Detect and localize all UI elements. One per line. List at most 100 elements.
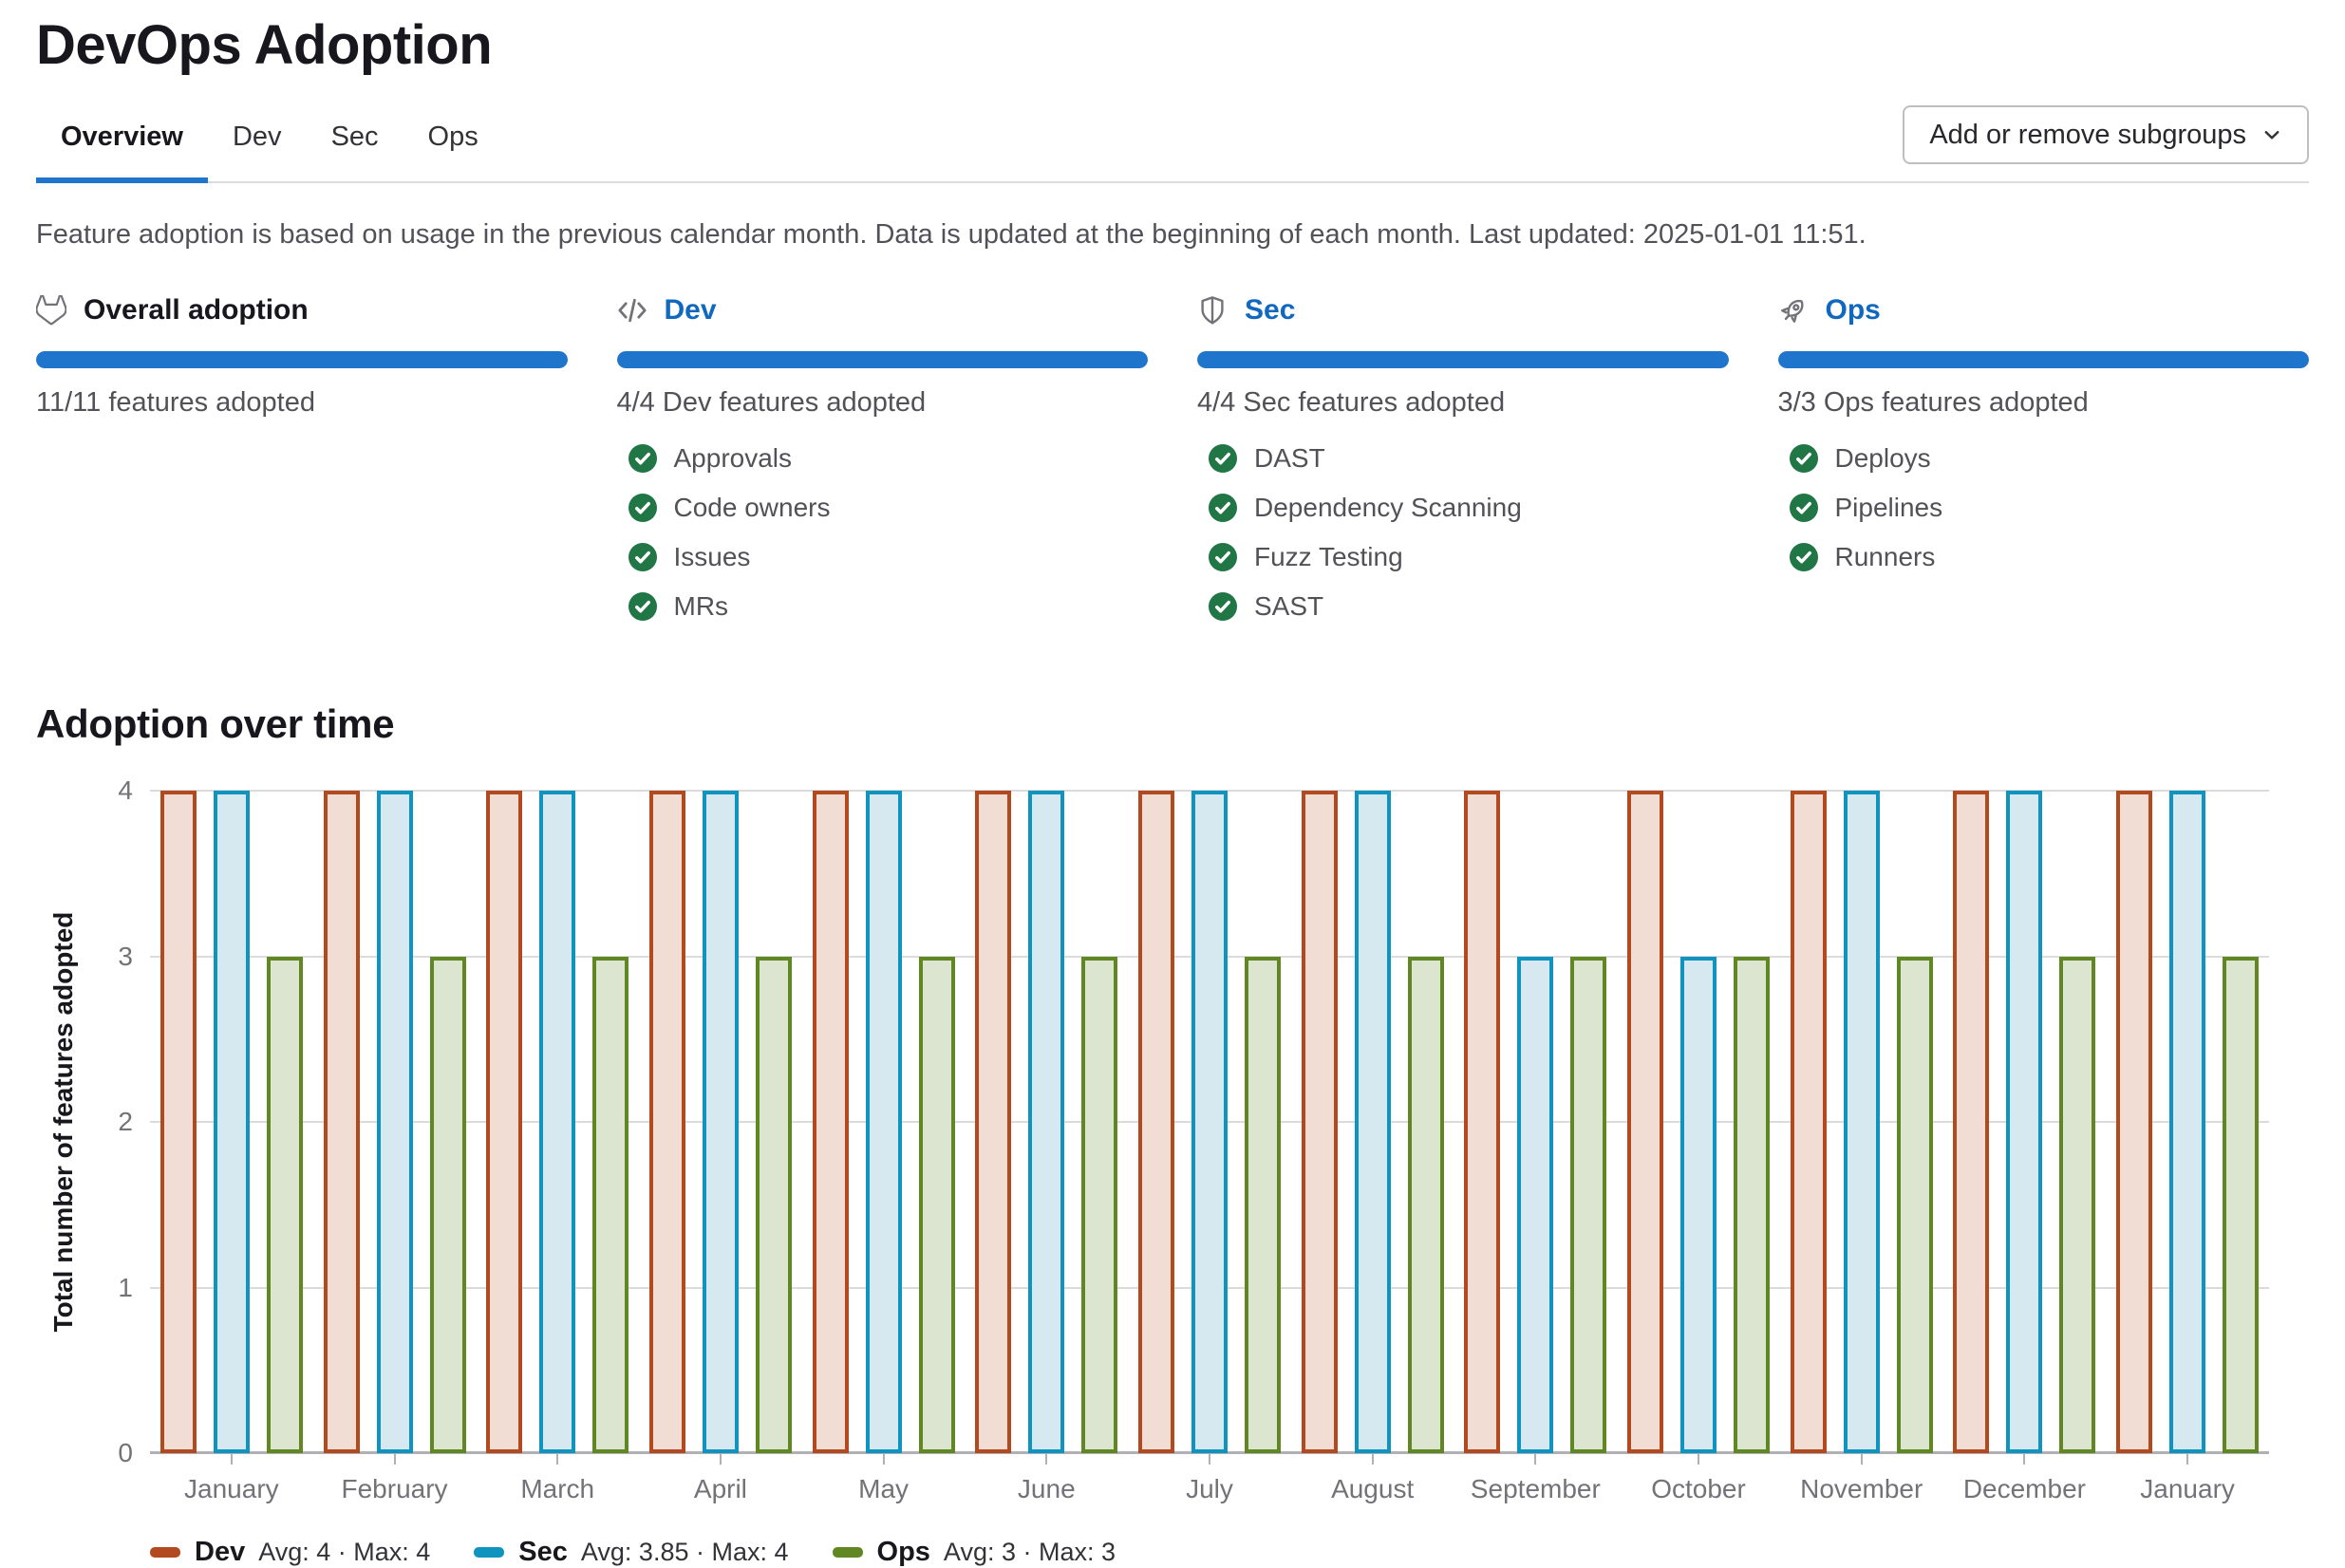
feature-label: Fuzz Testing xyxy=(1254,542,1403,571)
shield-icon xyxy=(1201,296,1224,325)
bar-group-march-2 xyxy=(476,791,639,1453)
feature-item: Issues xyxy=(628,542,1149,572)
check-circle-icon xyxy=(1209,592,1237,621)
x-axis-labels: January February March April May June July Augu… xyxy=(150,1474,2269,1504)
feature-label: Approvals xyxy=(673,443,793,473)
check-circle-icon xyxy=(1789,444,1818,473)
bar-ops-january-0 xyxy=(266,956,303,1453)
legend-series-stats: Avg: 3.85 · Max: 4 xyxy=(580,1538,789,1566)
bar-dev-november-10 xyxy=(1790,791,1827,1453)
feature-item: Runners xyxy=(1789,542,2310,572)
x-axis-label-january-12: January xyxy=(2140,1474,2235,1503)
bar-group-february-1 xyxy=(313,791,477,1453)
feature-label: Pipelines xyxy=(1834,493,1943,522)
check-circle-icon xyxy=(1789,543,1818,571)
bar-dev-may-4 xyxy=(812,791,849,1453)
bar-ops-october-9 xyxy=(1734,956,1771,1453)
dev-title-link[interactable]: Dev xyxy=(664,294,717,326)
x-axis-label-may-4: May xyxy=(858,1474,910,1503)
feature-item: MRs xyxy=(628,591,1149,622)
bar-sec-january-0 xyxy=(213,791,250,1453)
sec-title-link[interactable]: Sec xyxy=(1245,294,1296,326)
tab-overview[interactable]: Overview xyxy=(36,108,208,183)
rocket-icon xyxy=(1780,299,1804,323)
legend-item-sec[interactable]: Sec Avg: 3.85 · Max: 4 xyxy=(474,1537,789,1568)
bar-sec-march-2 xyxy=(539,791,576,1453)
feature-label: MRs xyxy=(673,591,729,621)
bar-ops-september-8 xyxy=(1570,956,1607,1453)
bar-sec-july-6 xyxy=(1191,791,1228,1453)
bar-ops-july-6 xyxy=(1244,956,1281,1453)
feature-item: Pipelines xyxy=(1789,493,2310,523)
y-tick-label: 1 xyxy=(118,1272,133,1302)
dev-summary: 4/4 Dev features adopted xyxy=(616,387,927,418)
x-axis-label-january-0: January xyxy=(184,1474,279,1503)
ops-summary: 3/3 Ops features adopted xyxy=(1777,387,2089,418)
ops-feature-list: Deploys Pipelines Runners xyxy=(1778,443,2310,572)
card-sec: Sec 4/4 Sec features adopted DAST Depend… xyxy=(1197,294,1729,641)
y-tick-label: 0 xyxy=(118,1438,133,1467)
x-axis-label-august-7: August xyxy=(1331,1474,1415,1503)
bar-sec-june-5 xyxy=(1028,791,1065,1453)
x-tick xyxy=(1534,1453,1537,1465)
chart-section-title: Adoption over time xyxy=(36,701,395,746)
bar-sec-september-8 xyxy=(1517,956,1554,1453)
tab-sec[interactable]: Sec xyxy=(330,121,379,152)
legend-series-name: Sec xyxy=(518,1537,568,1567)
adoption-cards: Overall adoption 11/11 features adopted … xyxy=(36,294,2309,641)
bar-group-may-4 xyxy=(802,791,966,1453)
x-tick xyxy=(2186,1453,2189,1465)
feature-item: DAST xyxy=(1209,443,1729,474)
feature-label: DAST xyxy=(1254,443,1325,473)
feature-item: Fuzz Testing xyxy=(1209,542,1729,572)
card-dev: Dev 4/4 Dev features adopted Approvals C… xyxy=(616,294,1149,641)
legend-series-name: Ops xyxy=(876,1537,930,1567)
check-circle-icon xyxy=(628,444,657,473)
bar-group-november-10 xyxy=(1780,791,1943,1453)
check-circle-icon xyxy=(628,592,657,621)
x-tick xyxy=(1698,1453,1700,1465)
bar-ops-august-7 xyxy=(1407,956,1444,1453)
x-axis-label-july-6: July xyxy=(1186,1474,1233,1503)
feature-label: Dependency Scanning xyxy=(1254,493,1522,522)
check-circle-icon xyxy=(628,494,657,522)
bar-dev-january-0 xyxy=(159,791,197,1453)
bar-dev-october-9 xyxy=(1627,791,1664,1453)
sec-summary: 4/4 Sec features adopted xyxy=(1197,387,1506,418)
x-tick xyxy=(1209,1453,1210,1465)
bar-group-august-7 xyxy=(1291,791,1454,1453)
feature-item: Code owners xyxy=(628,493,1149,523)
tab-ops[interactable]: Ops xyxy=(427,121,478,152)
bar-ops-may-4 xyxy=(918,956,955,1453)
bar-sec-may-4 xyxy=(865,791,902,1453)
feature-label: Deploys xyxy=(1834,443,1931,473)
tab-bar: Overview Dev Sec Ops Add or remove subgroup… xyxy=(36,105,2309,183)
bar-sec-february-1 xyxy=(376,791,413,1453)
tab-dev[interactable]: Dev xyxy=(232,121,282,152)
x-tick xyxy=(556,1453,559,1465)
bar-dev-march-2 xyxy=(486,791,523,1453)
bar-sec-november-10 xyxy=(1843,791,1880,1453)
legend-marker-ops xyxy=(832,1547,863,1558)
legend-item-dev[interactable]: Dev Avg: 4 · Max: 4 xyxy=(150,1537,430,1568)
add-or-remove-subgroups-button[interactable]: Add or remove subgroups xyxy=(1903,105,2309,164)
sec-feature-list: DAST Dependency Scanning Fuzz Testing SA… xyxy=(1197,443,1729,622)
feature-item: SAST xyxy=(1209,591,1729,622)
x-tick xyxy=(719,1453,722,1465)
x-axis-label-june-5: June xyxy=(1017,1474,1076,1503)
add-or-remove-subgroups-label: Add or remove subgroups xyxy=(1929,119,2246,150)
ops-title-link[interactable]: Ops xyxy=(1825,294,1881,326)
y-tick-label: 3 xyxy=(118,941,133,971)
bar-ops-january-12 xyxy=(2223,956,2260,1453)
x-tick xyxy=(1045,1453,1048,1465)
legend-marker-dev xyxy=(150,1547,180,1558)
x-tick xyxy=(230,1453,233,1465)
bar-ops-june-5 xyxy=(1081,956,1118,1453)
update-info-text: Feature adoption is based on usage in th… xyxy=(36,219,1867,250)
bar-sec-august-7 xyxy=(1354,791,1391,1453)
feature-label: Issues xyxy=(673,542,751,571)
legend-marker-sec xyxy=(474,1547,505,1558)
legend-item-ops[interactable]: Ops Avg: 3 · Max: 3 xyxy=(832,1537,1116,1568)
x-tick xyxy=(1371,1453,1374,1465)
